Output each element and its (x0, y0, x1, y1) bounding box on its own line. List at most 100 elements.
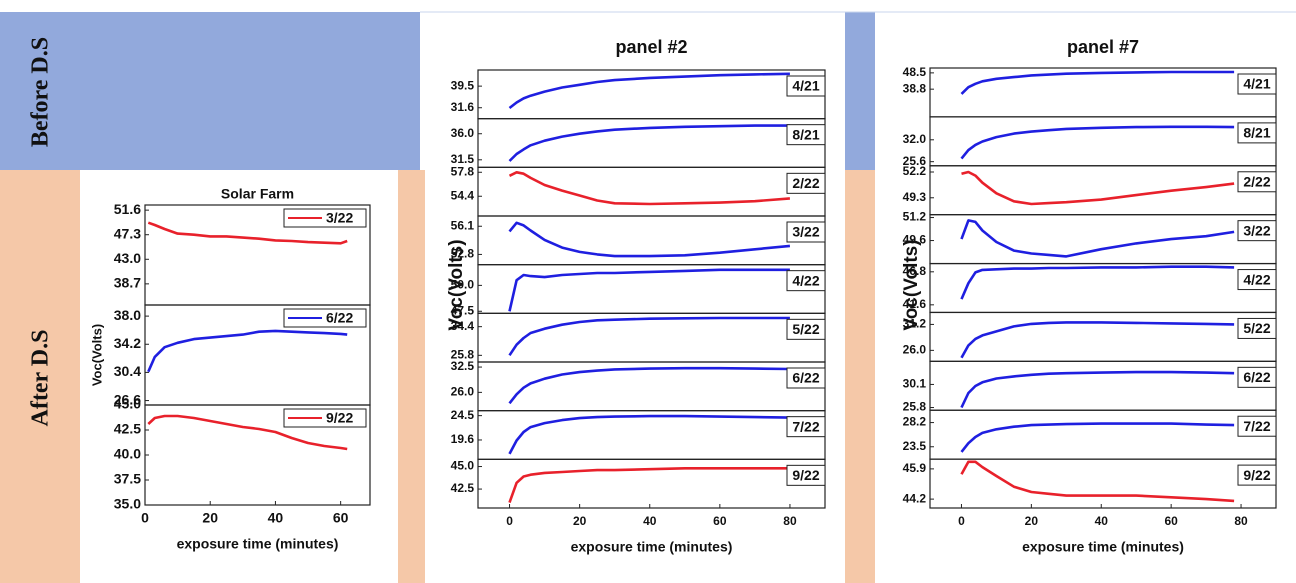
legend-label: 4/22 (792, 272, 819, 288)
x-tick-label: 60 (1164, 514, 1178, 528)
y-tick-label: 23.5 (903, 439, 927, 453)
y-tick-label: 34.2 (114, 335, 141, 351)
legend-label: 3/22 (326, 210, 353, 226)
y-tick-label: 31.2 (903, 317, 927, 331)
legend-label: 3/22 (1243, 222, 1270, 238)
y-tick-label: 38.8 (903, 81, 927, 95)
y-tick-label: 36.0 (451, 126, 475, 140)
x-tick-label: 60 (333, 510, 349, 526)
legend-label: 5/22 (1243, 320, 1270, 336)
y-tick-label: 28.2 (903, 415, 927, 429)
y-tick-label: 26.0 (903, 343, 927, 357)
y-tick-label: 25.6 (903, 154, 927, 168)
legend-label: 2/22 (792, 175, 819, 191)
x-axis-label: exposure time (minutes) (1022, 539, 1184, 555)
y-tick-label: 40.0 (114, 446, 141, 462)
y-axis-label: Voc(Volts) (89, 324, 104, 386)
x-tick-label: 0 (506, 514, 513, 528)
panel-frame (929, 360, 1277, 411)
y-tick-label: 49.6 (903, 233, 927, 247)
series-line (508, 72, 790, 110)
y-tick-label: 50.0 (451, 278, 475, 292)
series-line (508, 268, 790, 312)
legend-label: 3/22 (792, 224, 819, 240)
chart-title: Solar Farm (221, 186, 294, 202)
legend-box (1237, 464, 1277, 486)
y-tick-label: 35.0 (114, 496, 141, 512)
y-tick-label: 57.8 (451, 164, 475, 178)
legend-box (1237, 220, 1277, 242)
x-tick-label: 0 (141, 510, 149, 526)
legend-label: 6/22 (326, 310, 353, 326)
after-band (845, 170, 875, 583)
y-tick-label: 31.6 (451, 100, 475, 114)
legend-label: 8/21 (792, 126, 819, 142)
chart-title: panel #7 (1067, 37, 1139, 57)
series-line (508, 467, 790, 504)
chart-title: panel #2 (615, 37, 687, 57)
y-axis-label: Voc(Volts) (446, 239, 467, 330)
y-tick-label: 52.8 (451, 247, 475, 261)
y-tick-label: 42.5 (114, 421, 141, 437)
panel-frame (929, 214, 1277, 265)
y-tick-label: 19.6 (451, 432, 475, 446)
y-tick-label: 31.5 (451, 152, 475, 166)
legend-label: 4/22 (1243, 271, 1270, 287)
series-line (508, 366, 790, 405)
x-tick-label: 60 (713, 514, 727, 528)
x-tick-label: 0 (958, 514, 965, 528)
legend-label: 5/22 (792, 321, 819, 337)
x-axis-label: exposure time (minutes) (571, 539, 733, 555)
x-tick-label: 40 (643, 514, 657, 528)
legend-box (786, 367, 826, 389)
after-band (398, 170, 425, 583)
series-line (960, 265, 1235, 300)
legend-box (1237, 122, 1277, 144)
x-tick-label: 80 (783, 514, 797, 528)
y-tick-label: 41.6 (903, 297, 927, 311)
y-tick-label: 45.0 (114, 396, 141, 412)
legend-box (786, 464, 826, 486)
y-tick-label: 25.8 (451, 348, 475, 362)
y-tick-label: 26.6 (114, 391, 141, 407)
series-line (147, 414, 348, 451)
series-line (960, 422, 1235, 453)
series-line (508, 414, 790, 455)
legend-box (1237, 366, 1277, 388)
y-tick-label: 54.4 (451, 188, 475, 202)
series-line (508, 316, 790, 357)
legend-box (283, 208, 367, 228)
series-line (960, 370, 1235, 409)
y-tick-label: 52.2 (903, 164, 927, 178)
y-tick-label: 48.5 (903, 65, 927, 79)
y-tick-label: 43.0 (114, 250, 141, 266)
legend-label: 9/22 (1243, 467, 1270, 483)
series-line (960, 70, 1235, 95)
legend-label: 7/22 (792, 418, 819, 434)
x-axis-label: exposure time (minutes) (177, 536, 339, 552)
legend-box (1237, 269, 1277, 291)
y-tick-label: 30.1 (903, 377, 927, 391)
after-label: After D.S (28, 330, 54, 427)
series-line (960, 460, 1235, 503)
legend-box (1237, 171, 1277, 193)
legend-box (786, 172, 826, 194)
y-tick-label: 24.5 (451, 408, 475, 422)
y-tick-label: 38.0 (114, 307, 141, 323)
series-line (960, 321, 1235, 359)
y-tick-label: 25.8 (903, 400, 927, 414)
y-tick-label: 46.8 (903, 264, 927, 278)
y-tick-label: 38.7 (114, 275, 141, 291)
legend-label: 4/21 (1243, 76, 1270, 92)
panel-frame (477, 215, 826, 266)
y-tick-label: 34.4 (451, 319, 475, 333)
x-tick-label: 20 (573, 514, 587, 528)
y-tick-label: 51.2 (903, 210, 927, 224)
y-tick-label: 32.0 (903, 132, 927, 146)
legend-label: 2/22 (1243, 173, 1270, 189)
after-band (0, 170, 80, 583)
x-tick-label: 80 (1234, 514, 1248, 528)
y-tick-label: 56.1 (451, 218, 475, 232)
legend-label: 8/21 (1243, 125, 1270, 141)
